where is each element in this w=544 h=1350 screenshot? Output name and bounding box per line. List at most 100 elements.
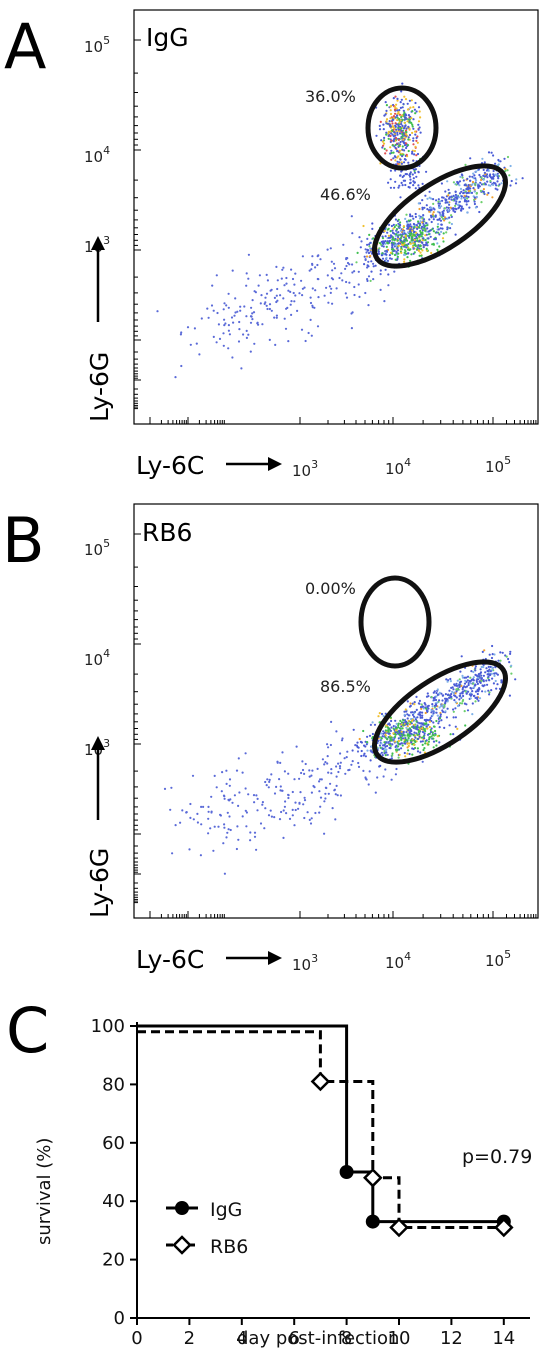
event-dot — [388, 239, 392, 242]
event-dot — [377, 739, 380, 743]
event-dot — [390, 778, 393, 781]
event-dot — [383, 147, 386, 150]
event-dot — [454, 725, 457, 728]
event-dot — [409, 702, 412, 705]
panel-b-x-tick-3: 103 — [292, 952, 318, 974]
event-dot — [212, 335, 215, 338]
event-dot — [392, 97, 395, 100]
event-dot — [447, 693, 450, 696]
event-dot — [216, 311, 219, 315]
event-dot — [473, 198, 476, 201]
event-dot — [299, 791, 302, 794]
event-dot — [261, 803, 264, 806]
event-dot — [399, 196, 402, 199]
event-dot — [494, 162, 497, 165]
panel-b-x-axis-ticks: 103 104 105 — [292, 948, 511, 974]
event-dot — [371, 222, 374, 225]
event-dot — [310, 334, 313, 337]
event-dot — [443, 705, 446, 709]
event-dot — [424, 194, 427, 197]
event-dot — [386, 726, 390, 729]
survival-y-tick-label: 20 — [102, 1250, 125, 1271]
survival-x-tick-label: 12 — [440, 1328, 463, 1349]
event-dot — [394, 159, 397, 162]
event-dot — [264, 807, 267, 810]
event-dot — [405, 710, 408, 713]
event-dot — [357, 746, 360, 749]
event-dot — [487, 151, 491, 154]
event-dot — [263, 302, 266, 305]
event-dot — [397, 244, 400, 247]
event-dot — [409, 182, 412, 185]
event-dot — [285, 276, 288, 280]
event-dot — [406, 144, 410, 147]
event-dot — [395, 251, 398, 254]
event-dot — [435, 744, 438, 747]
event-dot — [427, 723, 430, 726]
event-dot — [291, 814, 294, 817]
event-dot — [346, 750, 349, 753]
panel-a-x-tick-3: 103 — [292, 458, 318, 480]
event-dot — [432, 746, 435, 749]
legend-igg: IgG — [166, 1199, 242, 1221]
event-dot — [231, 801, 234, 804]
event-dot — [389, 230, 392, 233]
event-dot — [298, 802, 301, 805]
event-dot — [309, 296, 312, 299]
event-dot — [228, 778, 232, 781]
event-dot — [416, 247, 419, 251]
event-dot — [392, 126, 395, 129]
event-dot — [326, 248, 329, 251]
event-dot — [399, 140, 402, 144]
event-dot — [394, 95, 397, 98]
event-dot — [493, 674, 496, 678]
event-dot — [170, 786, 173, 789]
event-dot — [450, 214, 453, 217]
event-dot — [406, 734, 409, 737]
event-dot — [364, 755, 367, 758]
event-dot — [389, 134, 392, 138]
event-dot — [442, 232, 445, 235]
event-dot — [453, 684, 456, 687]
event-dot — [488, 653, 491, 656]
event-dot — [338, 276, 341, 280]
event-dot — [335, 730, 338, 733]
event-dot — [327, 792, 330, 795]
event-dot — [491, 677, 494, 680]
event-dot — [472, 670, 475, 674]
event-dot — [199, 854, 202, 857]
event-dot — [285, 282, 288, 285]
event-dot — [296, 309, 299, 312]
event-dot — [449, 733, 452, 736]
event-dot — [508, 661, 511, 664]
event-dot — [454, 190, 457, 193]
event-dot — [395, 224, 398, 227]
event-dot — [403, 158, 406, 161]
event-dot — [469, 179, 472, 182]
event-dot — [510, 664, 513, 667]
event-dot — [430, 251, 433, 255]
event-dot — [470, 679, 473, 682]
event-dot — [428, 720, 431, 723]
event-dot — [223, 318, 226, 321]
event-dot — [434, 698, 438, 702]
event-dot — [453, 699, 456, 702]
event-dot — [480, 665, 483, 669]
event-dot — [282, 836, 285, 840]
event-dot — [351, 749, 354, 752]
event-dot — [436, 701, 439, 704]
event-dot — [397, 138, 400, 141]
event-dot — [438, 717, 442, 720]
event-dot — [478, 687, 481, 690]
event-dot — [465, 676, 468, 679]
event-dot — [368, 770, 371, 773]
event-dot — [394, 143, 397, 147]
event-dot — [382, 128, 385, 131]
event-dot — [393, 270, 396, 273]
event-dot — [390, 726, 393, 729]
event-dot — [390, 139, 393, 142]
event-dot — [490, 689, 493, 692]
event-dot — [417, 713, 420, 716]
event-dot — [416, 750, 420, 753]
event-dot — [464, 190, 467, 193]
